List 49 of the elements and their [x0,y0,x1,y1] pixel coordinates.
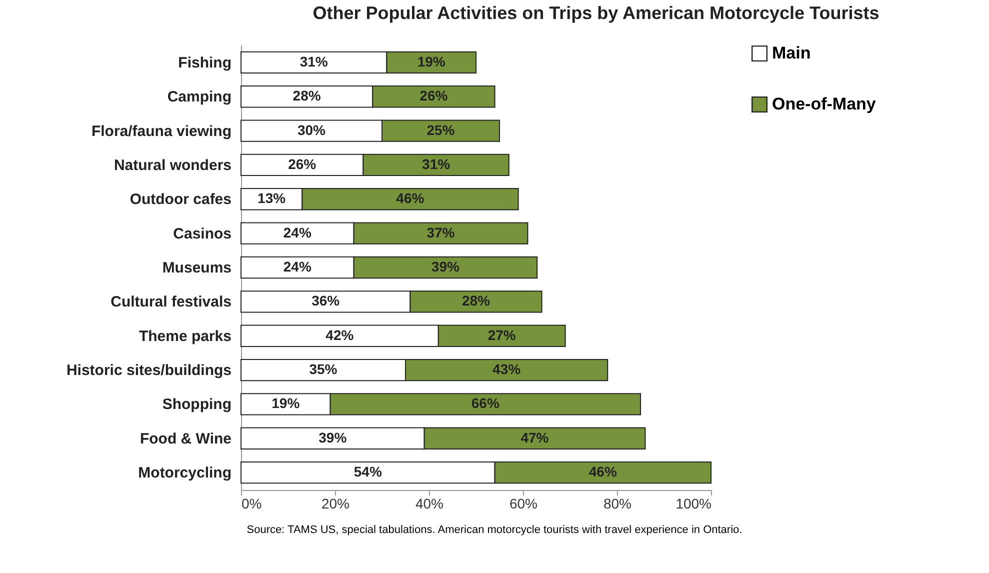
data-label: 28% [292,88,322,104]
data-label: 27% [488,326,516,343]
data-label: 31% [300,53,328,70]
y-tick-label: Museums [162,260,232,276]
source-note: Source: TAMS US, special tabulations. American motorcycle tourists with travel experience in Ontario. [246,524,744,536]
y-tick-label: Shopping [162,396,232,414]
data-label: 19% [417,53,446,70]
x-tick-label: 40% [415,496,444,512]
x-tick-label: 20% [321,496,350,512]
y-tick-label: Fishing [178,54,232,72]
data-label: 47% [520,429,550,446]
y-tick-label: Cultural festivals [110,294,232,311]
data-label: 39% [431,258,460,274]
data-label: 19% [272,395,300,412]
data-label: 28% [462,292,491,309]
y-tick-label: Outdoor cafes [130,191,232,208]
y-tick-label: Food & Wine [140,430,232,448]
x-tick-label: 100% [676,496,712,512]
legend-label: One-of-Many [772,94,876,114]
data-label: 24% [283,224,312,240]
data-label: 46% [396,190,425,206]
data-label: 37% [426,224,456,240]
y-tick-label: Casinos [173,225,232,242]
y-tick-label: Flora/fauna viewing [91,122,232,140]
y-tick-label: Natural wonders [114,156,232,174]
data-label: 35% [309,361,338,378]
data-label: 39% [318,429,348,446]
data-label: 26% [288,156,317,172]
data-label: 13% [258,190,286,206]
data-label: 24% [283,258,312,274]
x-tick-label: 80% [603,496,632,512]
y-tick-label: Historic sites/buildings [66,362,232,380]
data-label: 31% [422,156,451,172]
x-tick-label: 0% [242,496,262,512]
data-label: 30% [297,122,326,138]
legend-label: Main [772,44,811,62]
y-tick-label: Camping [167,88,232,106]
data-label: 43% [492,361,522,378]
data-label: 42% [326,326,354,343]
data-label: 46% [588,464,618,480]
data-label: 25% [426,122,456,138]
y-tick-label: Motorcycling [138,464,232,482]
data-label: 26% [420,88,448,104]
data-label: 66% [471,395,500,412]
x-tick-label: 60% [509,496,538,512]
data-label: 36% [312,292,340,309]
data-label: 54% [354,464,382,480]
chart-title: Other Popular Activities on Trips by American Motorcycle Tourists [312,3,880,23]
y-tick-label: Theme parks [138,328,232,345]
